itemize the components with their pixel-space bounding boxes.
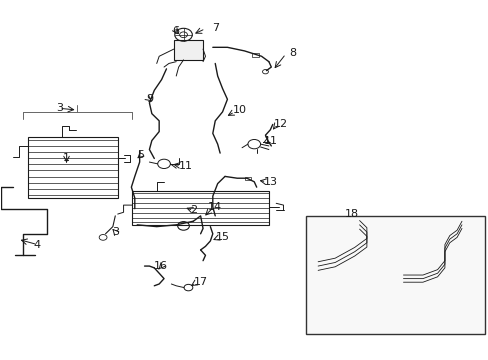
Text: 12: 12 [273, 120, 287, 129]
Text: 4: 4 [34, 239, 41, 249]
Text: 7: 7 [211, 23, 218, 33]
Text: 15: 15 [215, 232, 229, 242]
Text: 11: 11 [179, 161, 193, 171]
Bar [27, 137, 118, 198]
Bar [251, 53, 259, 57]
Text: 11: 11 [264, 136, 278, 145]
Text: 9: 9 [145, 94, 153, 104]
Text: 16: 16 [153, 261, 167, 271]
Text: 14: 14 [208, 202, 222, 212]
Text: 1: 1 [63, 153, 70, 163]
Bar [173, 40, 203, 60]
Text: 2: 2 [189, 206, 197, 216]
Bar [132, 191, 268, 225]
Text: 10: 10 [232, 105, 246, 115]
Text: 18: 18 [344, 209, 358, 219]
Bar [245, 177, 251, 180]
Text: 5: 5 [137, 150, 144, 160]
Bar [305, 216, 485, 334]
Text: 13: 13 [264, 177, 278, 187]
Text: 8: 8 [289, 48, 296, 58]
Text: 3: 3 [112, 227, 119, 237]
Text: 6: 6 [172, 26, 180, 36]
Text: 17: 17 [193, 277, 207, 287]
Text: 3: 3 [56, 103, 62, 113]
